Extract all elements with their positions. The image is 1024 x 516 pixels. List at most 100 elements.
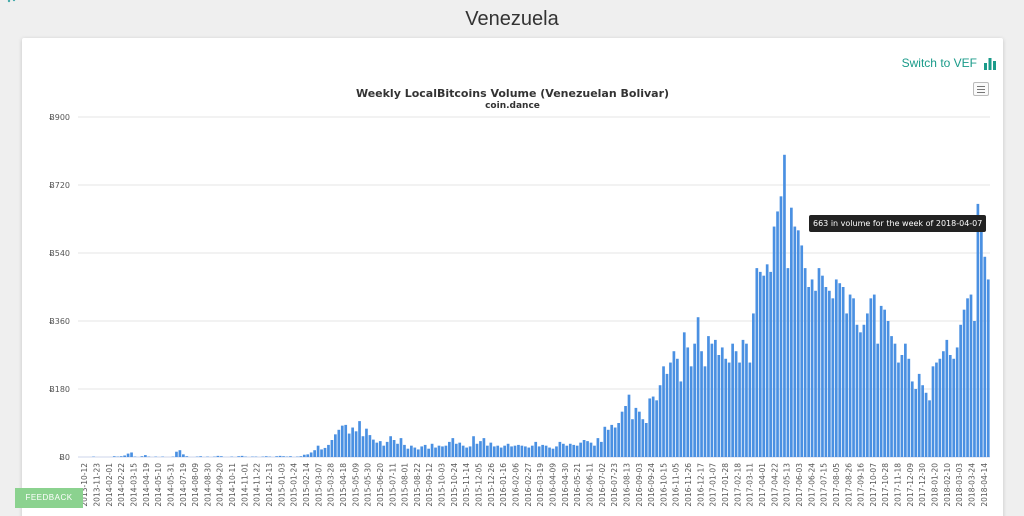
bar[interactable] [575, 445, 579, 457]
bar[interactable] [627, 394, 631, 457]
bar[interactable] [358, 421, 361, 457]
bar[interactable] [144, 455, 147, 457]
bar[interactable] [313, 450, 316, 457]
bar[interactable] [264, 456, 268, 457]
bar[interactable] [786, 268, 790, 457]
bar[interactable] [879, 305, 883, 457]
bar[interactable] [772, 226, 776, 457]
bar[interactable] [451, 438, 455, 457]
bar[interactable] [724, 358, 728, 457]
bar[interactable] [534, 441, 538, 457]
bar[interactable] [893, 343, 897, 457]
bar[interactable] [755, 268, 759, 457]
bar[interactable] [237, 456, 240, 457]
bar[interactable] [434, 447, 437, 457]
bar[interactable] [613, 427, 617, 457]
bar[interactable] [465, 447, 468, 457]
bar[interactable] [320, 449, 323, 457]
bar[interactable] [866, 313, 869, 457]
bar[interactable] [748, 362, 752, 457]
bar[interactable] [924, 392, 928, 457]
bar[interactable] [479, 441, 482, 457]
bar[interactable] [527, 447, 531, 457]
bar[interactable] [555, 446, 558, 457]
bar[interactable] [890, 336, 893, 457]
bar[interactable] [914, 389, 918, 457]
bar[interactable] [396, 443, 399, 457]
bar[interactable] [458, 442, 462, 457]
bar[interactable] [634, 407, 638, 457]
bar[interactable] [593, 445, 596, 457]
bar[interactable] [769, 271, 772, 457]
bar[interactable] [676, 358, 679, 457]
bar[interactable] [876, 343, 880, 457]
bar[interactable] [935, 362, 938, 457]
bar[interactable] [216, 455, 220, 457]
bar[interactable] [492, 446, 496, 457]
bar[interactable] [848, 294, 852, 457]
bar[interactable] [517, 444, 520, 457]
bar[interactable] [130, 452, 133, 457]
bar[interactable] [776, 211, 779, 457]
bar[interactable] [582, 440, 586, 457]
bar[interactable] [779, 196, 783, 457]
bar[interactable] [437, 445, 441, 457]
bar[interactable] [696, 317, 700, 457]
bar[interactable] [841, 287, 845, 457]
bar[interactable] [904, 343, 907, 457]
bar[interactable] [513, 445, 517, 457]
bar[interactable] [641, 419, 645, 457]
bar[interactable] [783, 154, 786, 457]
bar[interactable] [644, 423, 648, 457]
bar[interactable] [921, 385, 924, 457]
bar[interactable] [669, 362, 672, 457]
bar[interactable] [838, 283, 842, 457]
bar[interactable] [430, 443, 434, 457]
bar[interactable] [855, 324, 859, 457]
bar[interactable] [869, 298, 873, 457]
bar[interactable] [416, 449, 420, 457]
bar[interactable] [720, 347, 724, 457]
bar[interactable] [175, 451, 178, 457]
bar[interactable] [482, 438, 486, 457]
bar[interactable] [872, 294, 876, 457]
bar[interactable] [824, 287, 828, 457]
bar[interactable] [510, 446, 513, 457]
bar[interactable] [399, 438, 403, 457]
bar[interactable] [834, 279, 838, 457]
bar[interactable] [140, 456, 144, 457]
bar[interactable] [316, 445, 320, 457]
bar[interactable] [938, 358, 942, 457]
bar[interactable] [624, 406, 627, 457]
bar[interactable] [703, 366, 707, 457]
bar[interactable] [410, 445, 413, 457]
bar[interactable] [275, 456, 278, 457]
bar[interactable] [354, 431, 358, 457]
bar[interactable] [821, 275, 824, 457]
bar[interactable] [334, 434, 337, 457]
bar[interactable] [883, 309, 886, 457]
bar[interactable] [796, 230, 800, 457]
bar[interactable] [717, 355, 721, 457]
bar[interactable] [758, 271, 762, 457]
bar[interactable] [454, 443, 458, 457]
bar[interactable] [558, 441, 562, 457]
bar[interactable] [803, 268, 807, 457]
bar[interactable] [548, 447, 551, 457]
bar[interactable] [734, 351, 738, 457]
chart-menu-button[interactable] [973, 82, 989, 96]
bar[interactable] [499, 447, 503, 457]
bar[interactable] [406, 448, 410, 457]
bar[interactable] [562, 443, 565, 457]
bar[interactable] [945, 339, 949, 457]
bar[interactable] [468, 446, 472, 457]
bar[interactable] [682, 332, 686, 457]
bar[interactable] [299, 456, 303, 457]
bar[interactable] [340, 425, 344, 457]
bar[interactable] [600, 441, 603, 457]
bar[interactable] [372, 439, 375, 457]
bar[interactable] [969, 294, 973, 457]
bar[interactable] [741, 339, 745, 457]
bar[interactable] [199, 456, 202, 457]
bar[interactable] [420, 446, 424, 457]
